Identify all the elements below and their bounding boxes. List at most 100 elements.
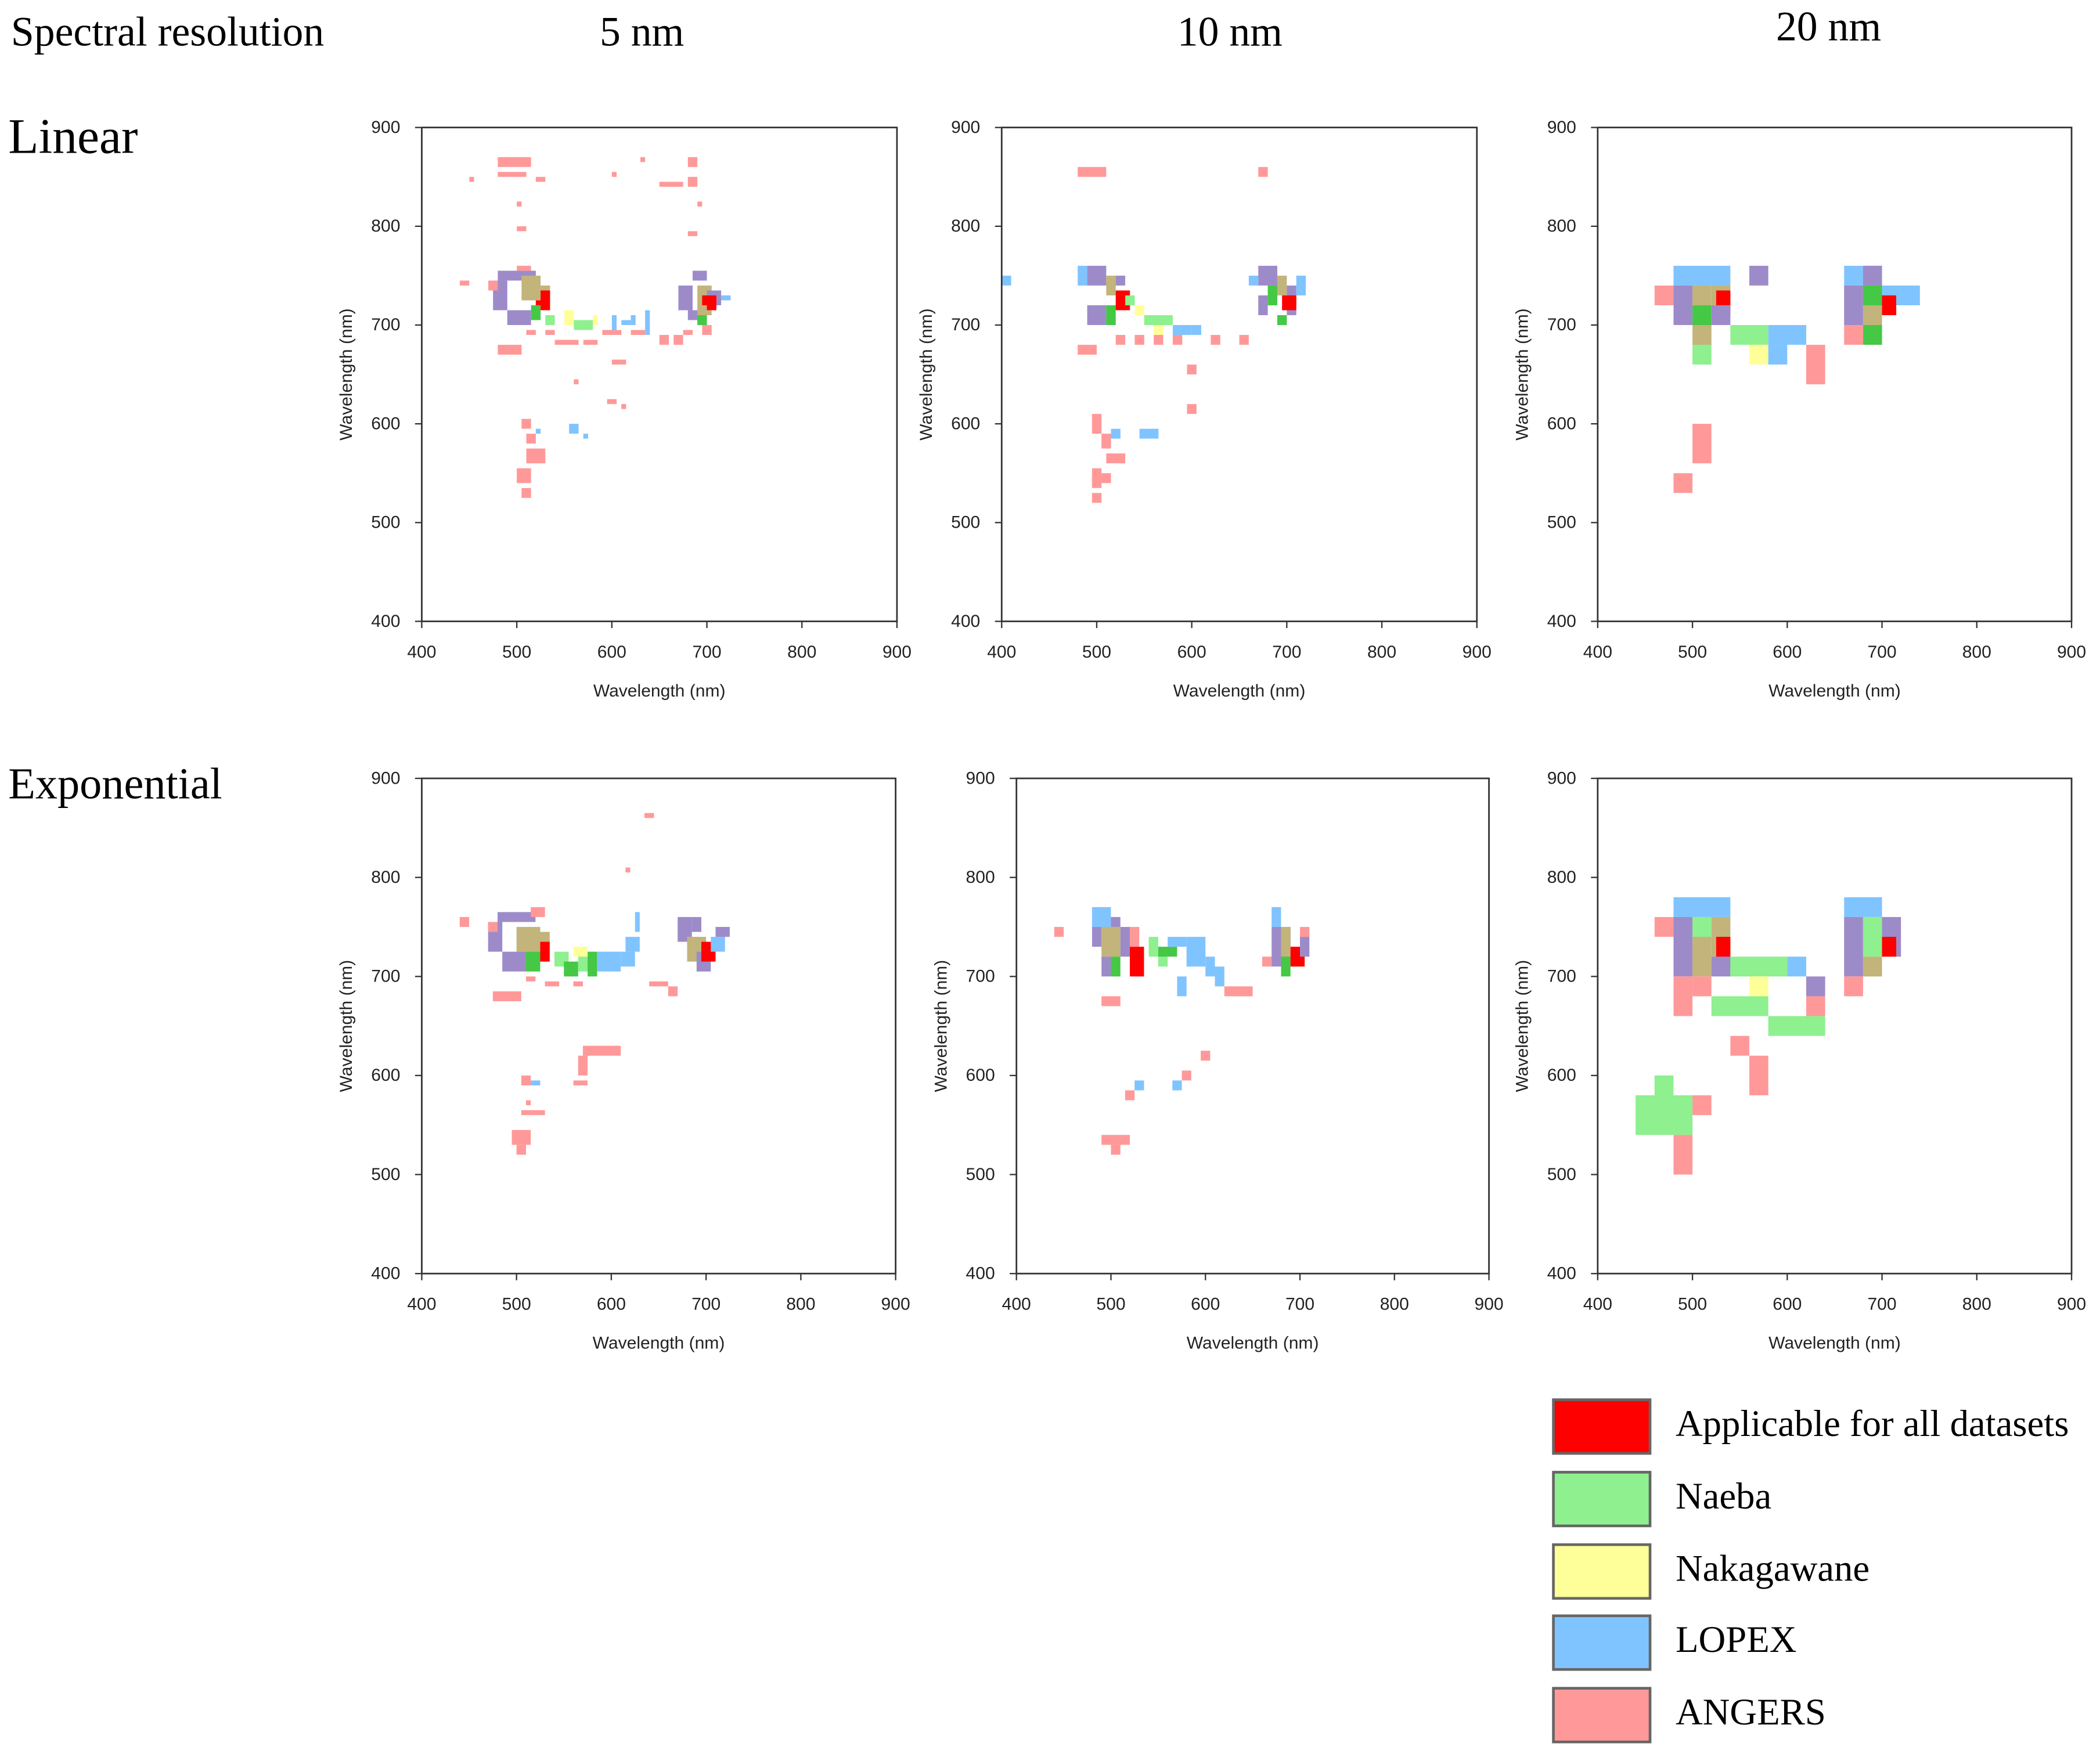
heatmap-cell-lopex	[1002, 275, 1011, 286]
heatmap-cell-angers	[1673, 1135, 1693, 1175]
heatmap-cell-overlap_green	[1281, 957, 1291, 977]
heatmap-cell-overlap_purple	[1300, 937, 1310, 957]
y-tick-label: 500	[1547, 513, 1576, 532]
x-tick-label: 500	[1678, 643, 1707, 662]
heatmap-cell-angers	[498, 345, 522, 355]
x-tick-label: 800	[1962, 643, 1991, 662]
heatmap-cell-angers	[1092, 468, 1102, 488]
heatmap-cell-overlap_green	[1111, 957, 1121, 977]
legend-swatch-nakagawane	[1552, 1543, 1652, 1600]
heatmap-cell-lopex	[721, 295, 731, 301]
y-tick-label: 900	[951, 118, 980, 137]
heatmap-cell-naeba	[1711, 996, 1768, 1016]
heatmap-cell-overlap_green	[564, 961, 578, 977]
x-tick-label: 500	[1096, 1295, 1125, 1314]
heatmap-cell-lopex	[625, 937, 640, 952]
heatmap-cell-angers	[640, 157, 646, 163]
heatmap-cell-overlap_olive	[1692, 324, 1712, 345]
column-header-5nm: 5 nm	[600, 9, 684, 55]
heatmap-cell-angers	[607, 399, 617, 405]
plot-frame	[1015, 777, 1490, 1275]
heatmap-cell-lopex	[1111, 428, 1121, 439]
heatmap-cell-lopex	[621, 951, 635, 967]
heatmap-cell-angers	[673, 335, 683, 345]
panel-linear-20nm: 400 500 600 700 800 900 400 500 600 700 800 900 Wave…	[1513, 118, 2086, 701]
x-tick-label: 700	[1285, 1295, 1314, 1314]
heatmap-cell-overlap_purple	[1111, 917, 1121, 927]
heatmap-cell-angers	[659, 335, 669, 345]
y-axis-label: Wavelength (nm)	[337, 960, 356, 1092]
heatmap-cell-overlap_green	[1692, 305, 1712, 325]
heatmap-cell-angers	[535, 176, 546, 182]
heatmap-cell-angers	[554, 340, 579, 345]
heatmap-cell-angers	[1224, 986, 1253, 997]
x-axis-label: Wavelength (nm)	[1187, 1334, 1319, 1353]
legend-label-lopex: LOPEX	[1676, 1619, 1797, 1661]
heatmap-cell-angers	[687, 157, 698, 167]
heatmap-cell-all	[1130, 947, 1144, 977]
heatmap-cell-angers	[517, 226, 527, 232]
heatmap-cell-angers	[1101, 473, 1111, 483]
legend: Applicable for all datasets Naeba Nakaga…	[1552, 1398, 2069, 1744]
y-tick-label: 900	[371, 768, 400, 788]
y-tick-label: 800	[371, 217, 400, 236]
y-tick-label: 500	[966, 1165, 995, 1184]
heatmap-cell-angers	[1806, 345, 1825, 385]
y-tick-label: 400	[371, 1264, 400, 1283]
y-tick-label: 400	[1547, 1264, 1576, 1283]
heatmap-cell-lopex	[1168, 937, 1187, 947]
heatmap-cell-overlap_purple	[1711, 305, 1731, 325]
heatmap-cell-overlap_green	[697, 315, 707, 325]
heatmap-cell-angers	[1673, 473, 1693, 493]
heatmap-cell-angers	[526, 434, 536, 444]
heatmap-cell-overlap_purple	[502, 951, 526, 972]
heatmap-cell-angers	[526, 330, 536, 335]
spectral-resolution-label: Spectral resolution	[11, 9, 324, 55]
heatmap-cell-overlap_purple	[678, 285, 693, 311]
heatmap-cell-naeba	[1863, 917, 1882, 957]
heatmap-cell-lopex	[1078, 265, 1087, 286]
x-tick-label: 400	[1583, 1295, 1612, 1314]
heatmap-cell-naeba	[574, 320, 593, 330]
x-tick-label: 500	[1082, 643, 1111, 662]
heatmap-cell-angers	[545, 330, 555, 335]
y-tick-label: 700	[371, 315, 400, 334]
x-tick-label: 800	[1962, 1295, 1991, 1314]
heatmap-cell-overlap_purple	[1673, 917, 1693, 977]
heatmap-cell-overlap_purple	[507, 310, 531, 325]
heatmap-cell-overlap_olive	[1106, 275, 1116, 295]
y-tick-label: 700	[951, 315, 980, 334]
heatmap-cell-angers	[1844, 976, 1863, 997]
heatmap-cell-angers	[525, 976, 536, 982]
heatmap-cell-angers	[521, 1110, 545, 1116]
heatmap-cell-overlap_green	[1267, 285, 1277, 305]
heatmap-cell-overlap_green	[525, 951, 541, 972]
x-tick-label: 800	[786, 1295, 815, 1314]
heatmap-cell-angers	[1262, 957, 1272, 967]
heatmap-cell-angers	[1115, 335, 1126, 345]
heatmap-cell-lopex	[631, 315, 636, 325]
heatmap-cell-angers	[1134, 335, 1144, 345]
y-tick-label: 800	[1547, 217, 1576, 236]
heatmap-cell-angers	[459, 917, 470, 927]
x-tick-label: 400	[407, 643, 436, 662]
heatmap-cell-overlap_green	[588, 951, 597, 977]
x-tick-label: 600	[1773, 643, 1802, 662]
heatmap-cell-angers	[1692, 976, 1712, 997]
heatmap-cell-lopex	[1248, 275, 1259, 286]
heatmap-cell-angers	[1154, 335, 1164, 345]
heatmap-cell-angers	[512, 1130, 531, 1145]
plot-frame	[1597, 127, 2073, 622]
heatmap-cell-nakagawane	[1134, 305, 1144, 315]
heatmap-cell-overlap_purple	[1673, 285, 1693, 325]
heatmap-cell-lopex	[1844, 897, 1882, 917]
panel-exponential-10nm: 400 500 600 700 800 900 400 500 600 700 800 900 Wave…	[931, 768, 1503, 1352]
heatmap-cell-overlap_green	[1863, 324, 1882, 345]
heatmap-cell-overlap_olive	[1863, 957, 1882, 977]
heatmap-cell-naeba	[1692, 345, 1712, 365]
heatmap-cell-lopex	[1191, 324, 1202, 335]
heatmap-cell-lopex	[635, 912, 640, 932]
heatmap-cell-angers	[582, 1045, 621, 1056]
heatmap-cell-lopex	[1186, 937, 1206, 967]
heatmap-cell-overlap_purple	[1749, 265, 1768, 286]
